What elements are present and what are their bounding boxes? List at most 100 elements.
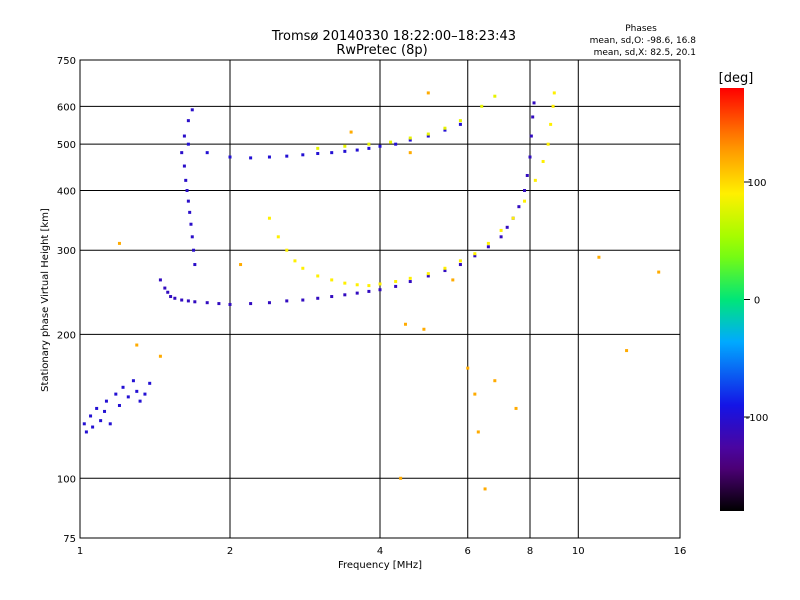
echo-point	[185, 188, 189, 192]
y-tick-label: 300	[57, 246, 76, 257]
echo-point	[343, 281, 347, 285]
echo-point	[443, 266, 447, 270]
chart-title: Tromsø 20140330 18:22:00–18:23:43	[271, 29, 516, 44]
x-tick-label: 4	[377, 546, 383, 557]
echo-point	[443, 269, 447, 273]
y-tick-label: 600	[57, 102, 76, 113]
x-tick-label: 1	[77, 546, 83, 557]
colorbar-tick-label: 100	[747, 178, 766, 189]
echo-point	[355, 148, 359, 152]
echo-point	[426, 274, 430, 278]
echo-point	[493, 94, 497, 98]
colorbar	[720, 88, 744, 511]
echo-point	[552, 91, 556, 95]
echo-point	[533, 178, 537, 182]
echo-point	[138, 399, 142, 403]
echo-point	[343, 149, 347, 153]
echo-point	[121, 385, 125, 389]
echo-point	[367, 142, 371, 146]
echo-point	[367, 289, 371, 293]
echo-point	[493, 379, 497, 383]
echo-point	[182, 164, 186, 168]
echo-point	[104, 399, 108, 403]
echo-point	[316, 146, 320, 150]
echo-point	[184, 178, 188, 182]
echo-point	[182, 134, 186, 138]
y-tick-label: 75	[63, 534, 76, 545]
echo-point	[378, 282, 382, 286]
echo-point	[528, 155, 532, 159]
echo-point	[480, 104, 484, 108]
echo-point	[239, 263, 243, 267]
echo-point	[458, 263, 462, 267]
echo-point	[378, 144, 382, 148]
echo-point	[190, 235, 194, 239]
echo-point	[422, 327, 426, 331]
colorbar-label: [deg]	[719, 71, 754, 86]
echo-point	[625, 349, 629, 353]
echo-point	[173, 296, 177, 300]
echo-point	[505, 225, 509, 229]
echo-point	[517, 205, 521, 209]
echo-point	[367, 146, 371, 150]
echo-point	[458, 119, 462, 123]
y-axis-label: Stationary phase Virtual Height [km]	[40, 208, 51, 392]
echo-point	[131, 379, 135, 383]
echo-point	[378, 288, 382, 292]
y-tick-label: 200	[57, 330, 76, 341]
echo-point	[249, 302, 253, 306]
y-tick-labels: 75 100 200 300 400 500 600 750	[57, 56, 76, 545]
echo-point	[192, 248, 196, 252]
echo-point	[186, 199, 190, 203]
echo-point	[408, 136, 412, 140]
echo-point	[426, 91, 430, 95]
echo-point	[267, 301, 271, 305]
echo-point	[293, 259, 297, 263]
echo-point	[316, 274, 320, 278]
echo-point	[355, 291, 359, 295]
echo-point	[408, 280, 412, 284]
echo-point	[394, 142, 398, 146]
echo-point	[316, 296, 320, 300]
echo-point	[532, 101, 536, 105]
colorbar-tick-label: -100	[746, 413, 769, 424]
echo-point	[451, 278, 455, 282]
echo-point	[499, 228, 503, 232]
echo-point	[285, 299, 289, 303]
echo-point	[193, 300, 197, 304]
echo-point	[228, 302, 232, 306]
y-tick-label: 100	[57, 474, 76, 485]
echo-point	[95, 406, 99, 410]
echo-point	[367, 284, 371, 288]
echo-point	[426, 134, 430, 138]
echo-point	[476, 430, 480, 434]
echo-point	[529, 134, 533, 138]
echo-point	[546, 142, 550, 146]
echo-point	[158, 354, 162, 358]
echo-point	[549, 122, 553, 126]
echo-point	[186, 119, 190, 123]
echo-point	[166, 290, 170, 294]
echo-point	[108, 422, 112, 426]
echo-point	[188, 210, 192, 214]
echo-point	[355, 283, 359, 287]
echo-point	[523, 188, 527, 192]
echo-point	[394, 284, 398, 288]
echo-point	[180, 298, 184, 302]
echo-point	[343, 293, 347, 297]
echo-point	[466, 366, 470, 370]
x-tick-label: 16	[674, 546, 687, 557]
echo-point	[103, 409, 107, 413]
echo-point	[148, 381, 152, 385]
echo-point	[399, 476, 403, 480]
echo-point	[91, 425, 95, 429]
colorbar-ticks: 100 0 -100	[744, 178, 768, 424]
echo-point	[486, 241, 490, 245]
echo-point	[126, 395, 130, 399]
echo-point	[443, 126, 447, 130]
echo-point	[186, 142, 190, 146]
echo-point	[285, 248, 289, 252]
echo-point	[169, 295, 173, 299]
echo-point	[426, 272, 430, 276]
